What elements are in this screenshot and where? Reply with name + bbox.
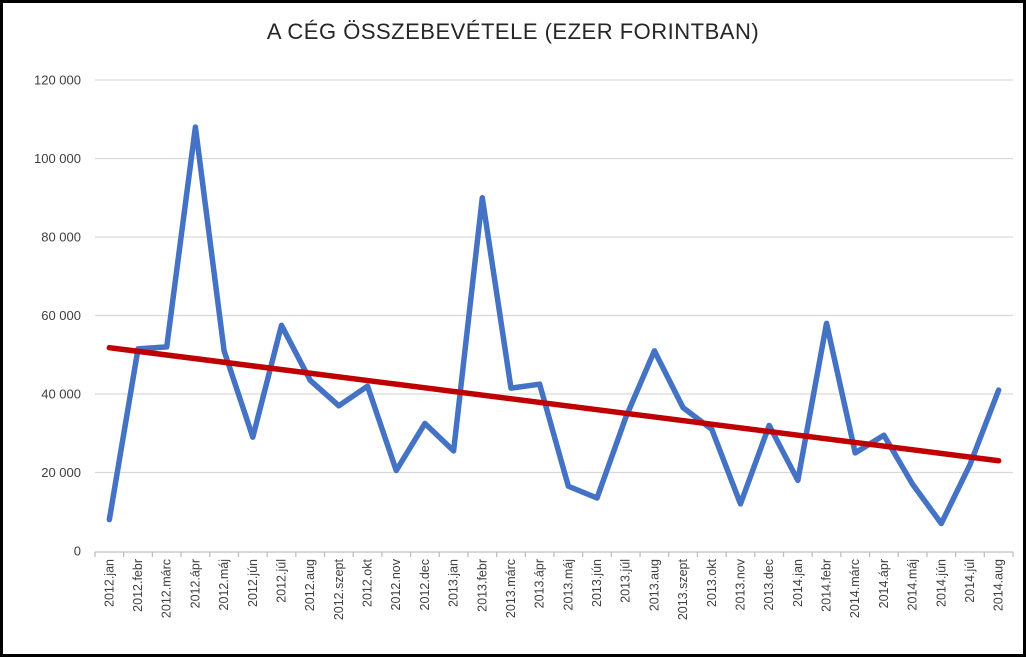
x-axis-label: 2014.ápr (877, 559, 891, 608)
x-axis-label: 2012.szept (332, 558, 346, 620)
x-axis-label: 2013.máj (561, 559, 575, 610)
chart-title: A CÉG ÖSSZEBEVÉTELE (EZER FORINTBAN) (266, 19, 760, 44)
x-axis-label: 2012.jan (102, 559, 116, 607)
x-axis-label: 2013.szept (676, 558, 690, 620)
x-axis-label: 2013.jún (590, 559, 604, 607)
x-axis-label: 2012.máj (217, 559, 231, 610)
x-axis-label: 2013.nov (733, 558, 747, 610)
x-axis-label: 2014.aug (992, 559, 1006, 611)
revenue-line (106, 124, 1002, 527)
x-axis-label: 2013.júl (619, 559, 633, 603)
y-axis-label: 40 000 (41, 386, 81, 401)
x-axis-label: 2013.febr (475, 559, 489, 612)
y-axis-label: 60 000 (41, 308, 81, 323)
y-axis-label: 100 000 (34, 151, 81, 166)
y-axis-label: 80 000 (41, 229, 81, 244)
x-axis-label: 2013.okt (705, 558, 719, 606)
x-axis-label: 2012.ápr (188, 559, 202, 608)
trend-line (106, 344, 1002, 464)
x-axis-label: 2012.nov (389, 558, 403, 610)
x-axis-label: 2014.jún (934, 559, 948, 607)
y-axis-label: 20 000 (41, 465, 81, 480)
x-axis-label: 2012.márc (160, 559, 174, 618)
x-axis-label: 2013.márc (504, 559, 518, 618)
x-axis-label: 2012.dec (418, 559, 432, 610)
y-axis-label: 0 (74, 543, 81, 558)
x-axis-label: 2014.júl (963, 559, 977, 603)
x-axis-label: 2012.okt (361, 558, 375, 606)
x-axis-label: 2012.jún (246, 559, 260, 607)
x-axis-label: 2013.dec (762, 559, 776, 610)
x-axis-label: 2014.márc (848, 559, 862, 618)
y-axis-label: 120 000 (34, 72, 81, 87)
line-chart-plot-area: 0 20 000 40 000 60 000 80 000 100 000 120 000 2… (34, 72, 1014, 620)
x-axis-label: 2014.jan (791, 559, 805, 607)
x-axis-label: 2012.aug (303, 559, 317, 611)
x-axis-label: 2012.febr (131, 559, 145, 612)
x-axis-label: 2014.febr (820, 559, 834, 612)
x-axis-label: 2014.máj (906, 559, 920, 610)
x-axis-label: 2013.ápr (533, 559, 547, 608)
x-axis-label: 2013.aug (647, 559, 661, 611)
x-axis-label: 2013.jan (447, 559, 461, 607)
x-axis-label: 2012.júl (274, 559, 288, 603)
